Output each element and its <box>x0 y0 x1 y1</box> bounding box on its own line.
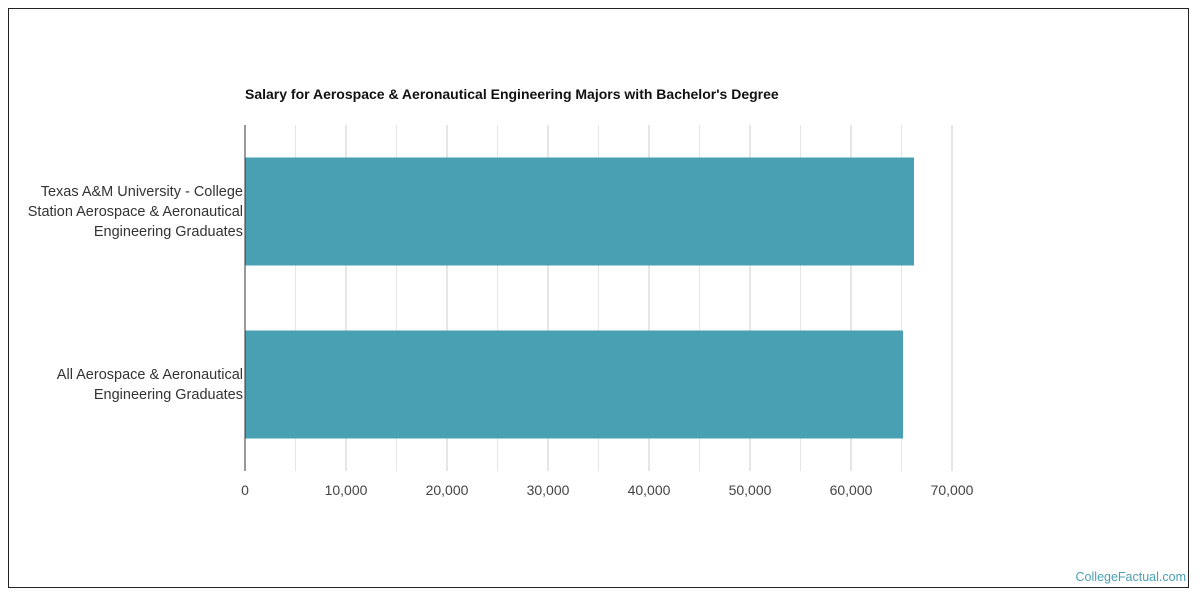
category-label: Texas A&M University - College Station A… <box>27 183 243 240</box>
chart-title: Salary for Aerospace & Aeronautical Engi… <box>245 86 779 102</box>
chart-frame <box>8 8 1189 588</box>
x-tick-label: 40,000 <box>628 482 671 498</box>
bar <box>245 157 915 266</box>
x-tick-label: 60,000 <box>830 482 873 498</box>
x-tick-label: 20,000 <box>426 482 469 498</box>
x-tick-label: 70,000 <box>931 482 974 498</box>
category-label: All Aerospace & Aeronautical Engineering… <box>56 366 243 403</box>
x-tick-label: 50,000 <box>729 482 772 498</box>
x-tick-label: 0 <box>241 482 249 498</box>
credit-link[interactable]: CollegeFactual.com <box>1075 570 1186 584</box>
x-tick-label: 10,000 <box>325 482 368 498</box>
x-tick-label: 30,000 <box>527 482 570 498</box>
bar <box>245 330 904 439</box>
